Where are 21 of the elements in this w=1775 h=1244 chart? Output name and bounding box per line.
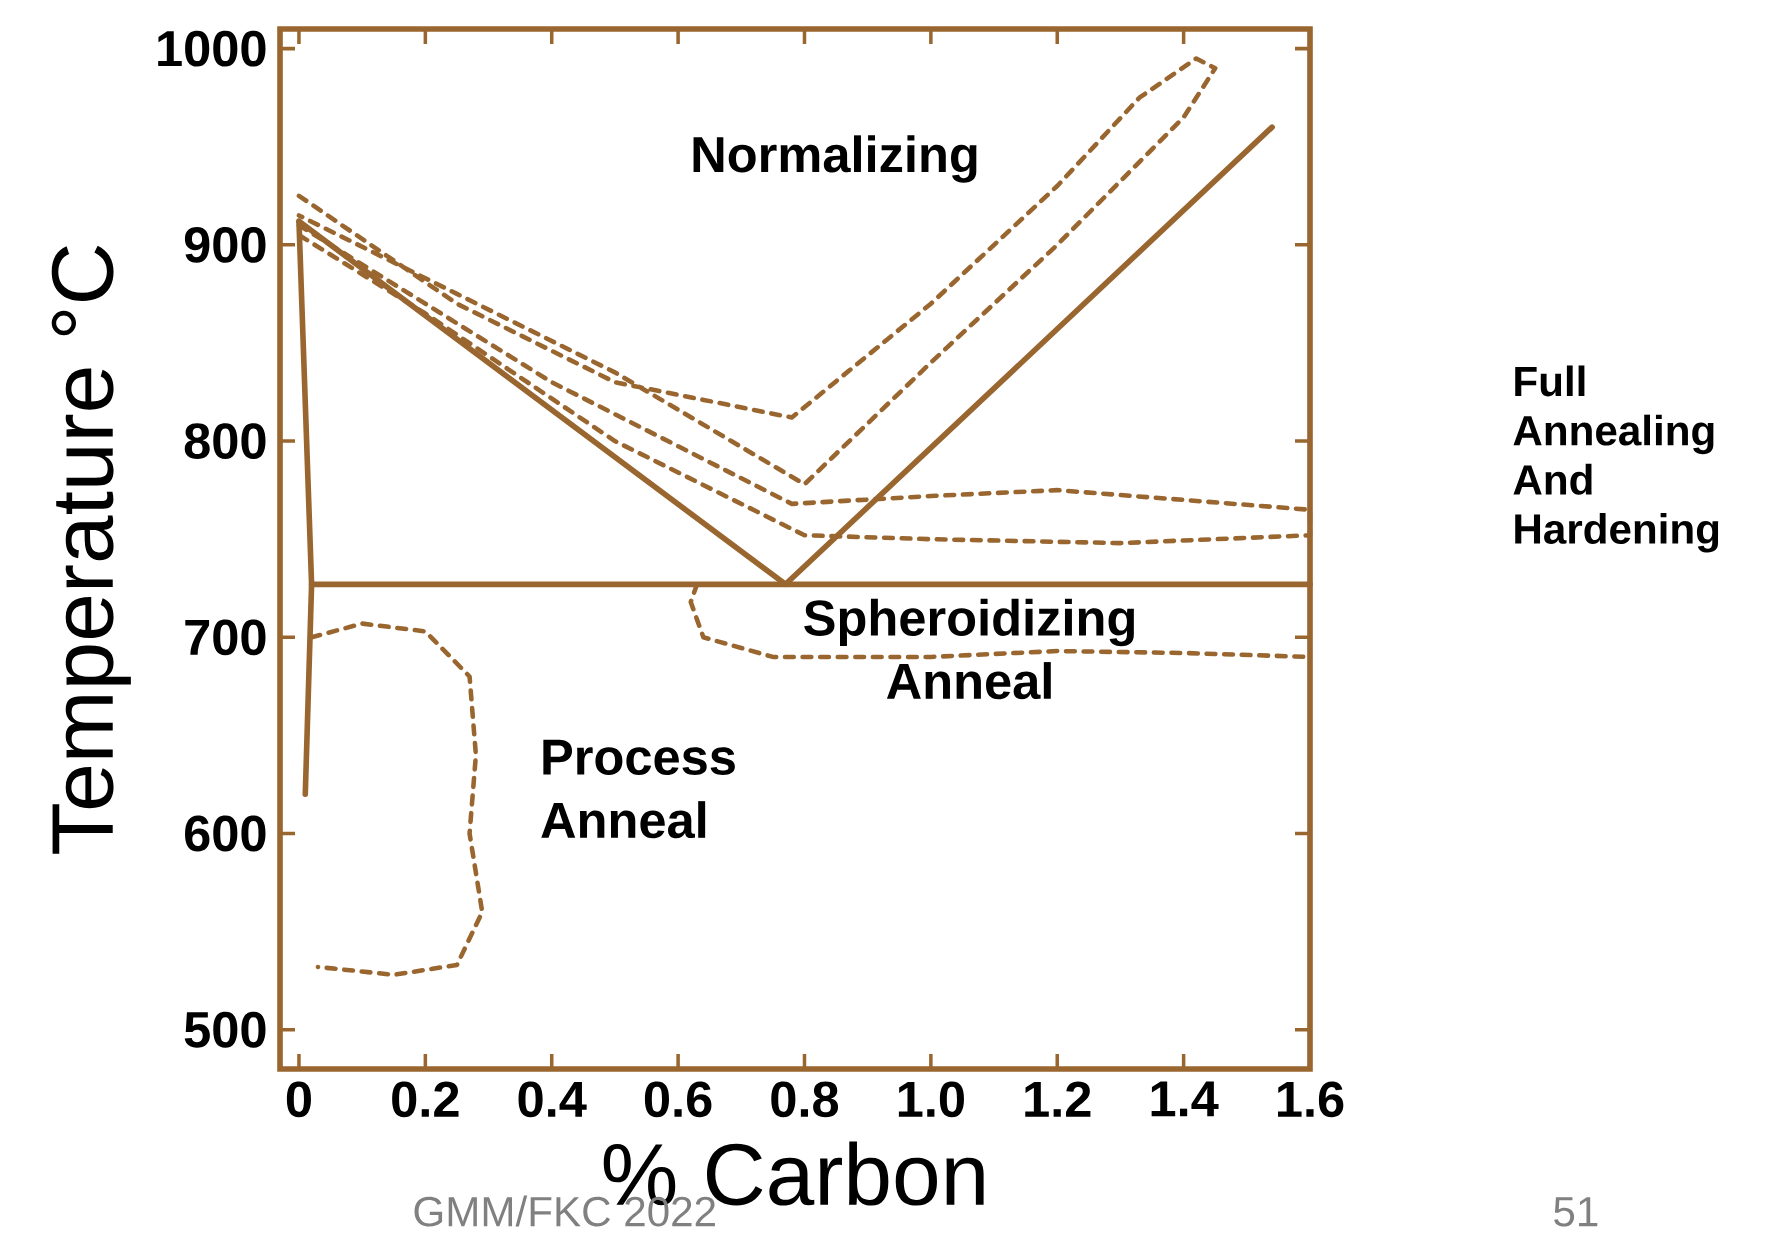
y-tick-label: 900	[184, 226, 266, 263]
x-tick-label: 0.8	[771, 1081, 839, 1118]
x-tick-label: 1.2	[1025, 1081, 1091, 1117]
text: 51	[1554, 1197, 1598, 1227]
y-axis-title: Temperature °C	[51, 245, 131, 854]
annotation: Spheroidizing Anneal	[804, 598, 1134, 700]
y-tick-label: 700	[185, 619, 266, 656]
x-tick-label: 0.2	[392, 1081, 459, 1118]
y-tick-label: 800	[184, 423, 266, 459]
x-tick-label: 1.0	[898, 1081, 964, 1118]
y-tick-label: 500	[184, 1011, 266, 1048]
annotation: Normalizing	[693, 135, 977, 183]
x-tick-label: 0	[286, 1081, 311, 1118]
y-tick-label: 1000	[158, 30, 266, 67]
y-tick-label: 600	[185, 815, 266, 852]
x-tick-label: 0.4	[518, 1081, 587, 1118]
x-tick-label: 1.4	[1151, 1081, 1219, 1117]
annotation: Process Anneal	[541, 739, 735, 839]
text: Full Annealing And Hardening	[1513, 365, 1719, 553]
x-tick-label: 1.6	[1278, 1081, 1344, 1118]
x-tick-label: 0.6	[644, 1081, 712, 1118]
